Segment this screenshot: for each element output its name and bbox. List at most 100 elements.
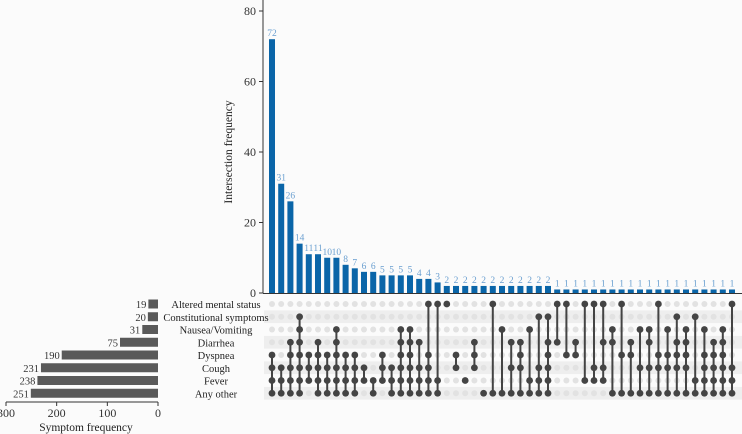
inactive-dot bbox=[462, 390, 469, 397]
inactive-dot bbox=[278, 339, 285, 346]
matrix-column bbox=[691, 301, 699, 397]
set-label: Dyspnea bbox=[198, 351, 235, 362]
active-dot bbox=[425, 389, 432, 397]
matrix-column bbox=[553, 300, 561, 397]
active-dot bbox=[268, 351, 276, 359]
matrix-column bbox=[388, 301, 395, 397]
intersection-bar bbox=[305, 254, 312, 293]
matrix-column bbox=[599, 300, 607, 397]
active-dot bbox=[673, 313, 681, 321]
intersection-bar bbox=[683, 289, 689, 293]
inactive-dot bbox=[416, 301, 423, 307]
inactive-dot bbox=[324, 339, 331, 346]
inactive-dot bbox=[269, 301, 275, 307]
inactive-dot bbox=[342, 313, 349, 320]
set-size-axis-title: Symptom frequency bbox=[39, 422, 133, 434]
inactive-dot bbox=[361, 301, 367, 307]
active-dot bbox=[342, 364, 349, 372]
intersection-bar-label: 1 bbox=[693, 279, 698, 289]
set-axis-tick-label: 300 bbox=[0, 406, 15, 420]
active-dot bbox=[618, 351, 625, 359]
active-dot bbox=[507, 389, 515, 397]
active-dot bbox=[636, 389, 644, 397]
intersection-matrix bbox=[268, 300, 736, 397]
active-dot bbox=[563, 351, 570, 359]
matrix-column bbox=[517, 301, 524, 397]
inactive-dot bbox=[453, 339, 459, 346]
inactive-dot bbox=[351, 326, 358, 333]
active-dot bbox=[719, 351, 727, 359]
inactive-dot bbox=[462, 301, 469, 307]
active-dot bbox=[287, 377, 294, 384]
active-dot bbox=[627, 338, 635, 346]
active-dot bbox=[609, 326, 616, 333]
active-dot bbox=[682, 389, 690, 397]
inactive-dot bbox=[379, 313, 386, 320]
inactive-dot bbox=[563, 364, 570, 371]
inactive-dot bbox=[462, 364, 469, 371]
active-dot bbox=[691, 313, 699, 321]
set-axis-tick-label: 200 bbox=[48, 406, 66, 420]
matrix-column bbox=[581, 300, 589, 397]
intersection-bar bbox=[453, 285, 459, 293]
inactive-dot bbox=[554, 390, 561, 397]
active-dot bbox=[673, 351, 681, 359]
active-dot bbox=[351, 377, 359, 384]
active-dot bbox=[719, 377, 727, 384]
intersection-bar bbox=[545, 285, 551, 293]
active-dot bbox=[287, 364, 294, 372]
inactive-dot bbox=[471, 326, 478, 333]
set-size-label: 231 bbox=[23, 364, 39, 375]
inactive-dot bbox=[683, 313, 689, 320]
active-dot bbox=[296, 377, 303, 384]
active-dot bbox=[691, 389, 699, 397]
inactive-dot bbox=[361, 352, 367, 358]
active-dot bbox=[691, 377, 699, 384]
intersection-bar-label: 2 bbox=[509, 276, 514, 286]
intersection-bar-label: 11 bbox=[304, 244, 313, 254]
set-label: Diarrhea bbox=[198, 338, 235, 349]
intersection-bar-label: 1 bbox=[564, 279, 569, 289]
inactive-dot bbox=[351, 301, 358, 307]
inactive-dot bbox=[471, 390, 478, 397]
intersection-bar-label: 6 bbox=[362, 262, 367, 272]
inactive-dot bbox=[333, 313, 340, 320]
active-dot bbox=[351, 389, 359, 397]
active-dot bbox=[397, 377, 405, 384]
active-dot bbox=[452, 351, 460, 359]
active-dot bbox=[434, 377, 441, 384]
inactive-dot bbox=[443, 326, 450, 333]
inactive-dot bbox=[305, 339, 312, 346]
inactive-dot bbox=[480, 313, 487, 320]
active-dot bbox=[434, 389, 441, 397]
inactive-dot bbox=[499, 313, 505, 320]
active-dot bbox=[388, 377, 395, 384]
inactive-dot bbox=[453, 313, 459, 320]
active-dot bbox=[360, 377, 368, 384]
active-dot bbox=[719, 326, 727, 333]
active-dot bbox=[406, 351, 414, 359]
inactive-dot bbox=[443, 339, 450, 346]
active-dot bbox=[655, 389, 662, 397]
inactive-dot bbox=[462, 326, 469, 333]
set-size-bar bbox=[30, 388, 158, 398]
inactive-dot bbox=[517, 313, 524, 320]
active-dot bbox=[425, 364, 432, 372]
intersection-bar bbox=[397, 275, 404, 293]
active-dot bbox=[333, 338, 340, 346]
intersection-bar bbox=[591, 289, 597, 293]
active-dot bbox=[590, 300, 598, 308]
set-size-bar bbox=[37, 376, 159, 385]
active-dot bbox=[305, 377, 313, 384]
active-dot bbox=[305, 351, 313, 359]
active-dot bbox=[627, 389, 635, 397]
intersection-bar-label: 2 bbox=[518, 276, 523, 286]
inactive-dot bbox=[508, 326, 515, 333]
intersection-bar bbox=[637, 289, 643, 293]
active-dot bbox=[544, 364, 552, 372]
matrix-column bbox=[609, 301, 616, 397]
inactive-dot bbox=[324, 313, 331, 320]
